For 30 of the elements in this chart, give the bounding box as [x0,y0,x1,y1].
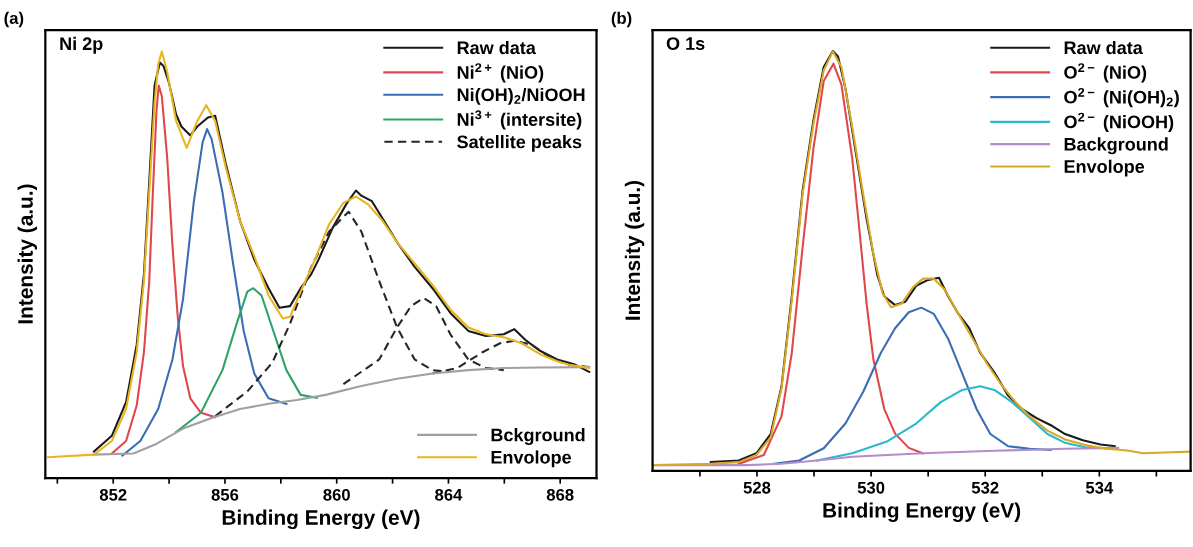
x-tick-label: 860 [323,488,350,501]
x-tick-label: 534 [1085,481,1114,494]
legend-label: Envolope [1064,159,1145,177]
legend-label: Ni(OH)$_{2}$/NiOOH [457,87,585,105]
legend-label: O$^{2−}$ (NiO) [1064,63,1147,83]
x-tick-label: 856 [211,488,239,501]
legend-label: O$^{2−}$ (NiOOH) [1064,112,1174,132]
text: O 1s [666,37,705,50]
legend-label: Ni$^{2+}$ (NiO) [457,63,544,83]
chart-title: (a) [4,11,24,28]
x-tick-label: 864 [435,488,463,501]
x-tick-label: 852 [99,488,127,501]
legend-label: Background [1064,137,1168,155]
x-tick-label: 528 [743,481,771,494]
x-axis-title: Binding Energy (eV) [823,502,1021,522]
annotation: Ni 2p [60,36,103,54]
x-tick-label: 530 [857,481,885,494]
legend-label: Ni$^{3+}$ (intersite) [457,110,582,130]
x-tick-label: 868 [546,488,574,501]
legend-label: Envolope [491,450,572,468]
x-axis-title: Binding Energy (eV) [222,509,420,530]
y-axis-title: Intensity (a.u.) [624,180,645,320]
y-axis-title: Intensity (a.u.) [17,184,37,324]
chart-title: (b) [611,11,632,28]
x-tick-label: 532 [971,481,999,494]
legend-label: Bckground [491,428,585,445]
legend-label: Raw data [457,40,536,55]
legend-label: O$^{2−}$ (Ni(OH)$_{2}$) [1064,87,1179,108]
legend-label: Satellite peaks [457,135,582,152]
legend-label: Raw data [1064,40,1143,55]
